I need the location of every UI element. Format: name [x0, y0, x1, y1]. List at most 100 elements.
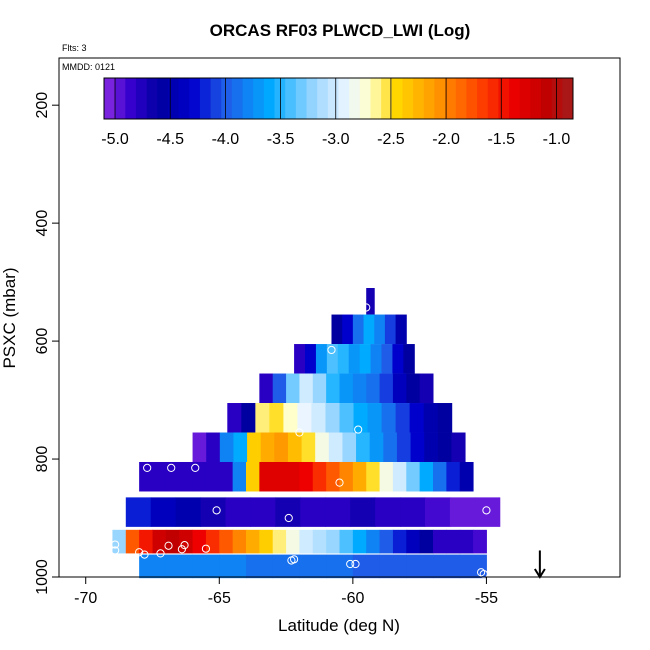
- heatmap-cell: [352, 314, 365, 345]
- heatmap-cell: [406, 554, 434, 579]
- heatmap-cell: [192, 432, 207, 462]
- heatmap-cell: [312, 461, 327, 492]
- heatmap-cell: [419, 529, 434, 554]
- heatmap-cell: [326, 373, 340, 404]
- heatmap-cell: [474, 497, 501, 527]
- colorbar-swatch: [349, 78, 361, 119]
- heatmap-cell: [353, 403, 369, 433]
- heatmap-cell: [459, 529, 474, 554]
- heatmap-cell: [274, 432, 289, 462]
- heatmap-cell: [326, 461, 340, 492]
- heatmap-cell: [112, 529, 127, 554]
- observation-point: [177, 545, 186, 554]
- colorbar-swatch: [509, 78, 521, 119]
- heatmap-cell: [272, 373, 287, 404]
- observation-point: [111, 546, 120, 555]
- observation-point: [295, 428, 304, 437]
- heatmap-cell: [459, 554, 487, 579]
- x-tick-label: -65: [208, 590, 231, 607]
- colorbar-swatch: [167, 78, 180, 119]
- heatmap-cell: [326, 529, 340, 554]
- heatmap-cell: [392, 529, 407, 554]
- heatmap-cell: [352, 373, 367, 404]
- heatmap-cell: [363, 314, 375, 345]
- heatmap-cell: [331, 314, 343, 345]
- colorbar-swatch: [402, 78, 414, 119]
- heatmap-cell: [352, 461, 367, 492]
- heatmap-cell: [139, 554, 167, 579]
- heatmap-cell: [255, 403, 270, 433]
- heatmap-cell: [473, 529, 487, 554]
- colorbar-swatch: [263, 78, 276, 119]
- colorbar: -5.0 -4.5 -4.0 -3.5 -3.0 -2.5 -2.0 -1.5 -1.0: [101, 77, 574, 148]
- heatmap-cell: [299, 529, 314, 554]
- heatmap-cell: [410, 432, 425, 462]
- observation-point: [479, 569, 488, 579]
- heatmap-cell: [384, 314, 397, 345]
- colorbar-tick-label: -2.5: [377, 131, 405, 148]
- heatmap-cell: [286, 529, 300, 554]
- heatmap-cell: [139, 529, 153, 554]
- heatmap-cell: [219, 432, 234, 462]
- colorbar-swatch: [327, 78, 339, 119]
- heatmap-cell: [424, 432, 439, 462]
- colorbar-swatch: [423, 78, 435, 119]
- observation-point: [164, 541, 173, 550]
- heatmap-cell: [206, 432, 221, 462]
- heatmap-cell: [272, 529, 287, 554]
- heatmap-cell: [433, 554, 461, 579]
- heatmap-cell: [381, 403, 397, 433]
- colorbar-swatch: [551, 78, 563, 119]
- colorbar-swatch: [285, 78, 297, 119]
- colorbar-swatch: [530, 78, 542, 119]
- heatmap-cell: [192, 529, 207, 554]
- observation-point: [362, 303, 371, 312]
- heatmap-cell: [366, 461, 381, 492]
- heatmap-cell: [356, 432, 371, 462]
- heatmap-cells: [112, 288, 501, 579]
- heatmap-cell: [339, 373, 354, 404]
- heatmap-cell: [300, 497, 326, 527]
- heatmap-cell: [325, 403, 341, 433]
- y-tick-label: 800: [34, 446, 51, 473]
- colorbar-swatch: [477, 78, 489, 119]
- heatmap-cell: [301, 432, 316, 462]
- heatmap-cell: [374, 314, 386, 345]
- colorbar-swatch: [125, 78, 137, 119]
- colorbar-swatch: [445, 78, 457, 119]
- heatmap-cell: [446, 529, 461, 554]
- heatmap-cell: [437, 432, 452, 462]
- colorbar-swatch: [221, 78, 233, 119]
- heatmap-cell: [424, 497, 451, 527]
- colorbar-tick-label: -4.5: [156, 131, 184, 148]
- y-axis-label: PSXC (mbar): [0, 267, 19, 368]
- colorbar-swatch: [231, 78, 244, 119]
- heatmap-cell: [406, 461, 421, 492]
- heatmap-cell: [395, 314, 407, 345]
- heatmap-cell: [352, 529, 367, 554]
- heatmap-cell: [325, 497, 351, 527]
- heatmap-cell: [395, 403, 411, 433]
- heatmap-cell: [299, 373, 314, 404]
- heatmap-cell: [359, 344, 372, 374]
- heatmap-cell: [449, 497, 476, 527]
- heatmap-cell: [423, 403, 439, 433]
- heatmap-cell: [315, 344, 328, 374]
- heatmap-cell: [403, 344, 415, 374]
- chart-title: ORCAS RF03 PLWCD_LWI (Log): [210, 21, 471, 40]
- heatmap-cell: [339, 403, 355, 433]
- colorbar-frame: [103, 77, 574, 120]
- y-tick-label: 600: [34, 328, 51, 355]
- heatmap-cell: [311, 403, 326, 433]
- colorbar-swatch: [114, 78, 126, 119]
- heatmap-cell: [339, 461, 354, 492]
- observation-point: [354, 425, 363, 434]
- heatmap-cell: [283, 403, 298, 433]
- observation-point: [335, 478, 344, 487]
- y-tick-label: 400: [34, 210, 51, 237]
- heatmap-cell: [259, 461, 274, 492]
- colorbar-swatch: [306, 78, 318, 119]
- colorbar-swatch: [253, 78, 265, 119]
- colorbar-tick-label: -3.5: [267, 131, 295, 148]
- observation-point: [140, 550, 149, 559]
